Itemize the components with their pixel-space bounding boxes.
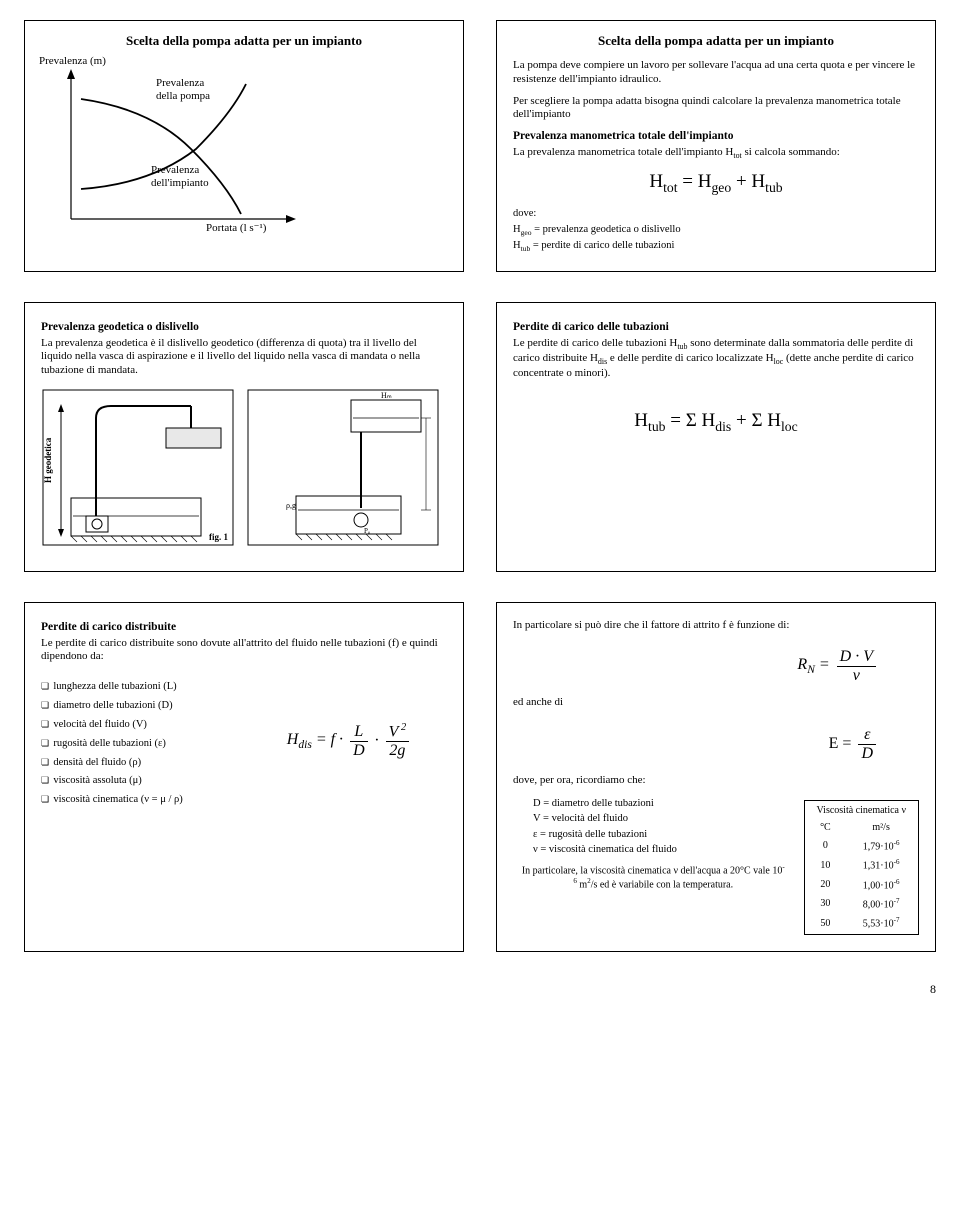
panel-pump-selection: Scelta della pompa adatta per un impiant… [496,20,936,272]
subheading: Perdite di carico delle tubazioni [513,321,919,333]
calc-text: Per scegliere la pompa adatta bisogna qu… [513,95,919,123]
subheading: Perdite di carico distribuite [41,621,447,633]
losses-text: Le perdite di carico delle tubazioni Htu… [513,337,919,381]
pump-curve-label: Prevalenzadella pompa [156,77,210,103]
formula-epsilon: Ε = εD [829,726,879,762]
and-also: ed anche di [513,696,919,710]
svg-text:ρ,g: ρ,g [286,501,296,510]
sum-text: La prevalenza manometrica totale dell'im… [513,146,919,161]
friction-text: In particolare si può dire che il fattor… [513,619,919,633]
svg-text:H geodetica: H geodetica [43,437,53,483]
formula-htub: Htub = Σ Hdis + Σ Hloc [513,410,919,435]
plant-curve-label: Prevalenzadell'impianto [151,164,209,190]
formula-htot: Htot = Hgeo + Htub [513,171,919,196]
panel-friction-factor: In particolare si può dire che il fattor… [496,602,936,952]
subheading: Prevalenza manometrica totale dell'impia… [513,130,919,142]
pump-fig-1: H geodetica [41,388,236,548]
formula-hdis: Hdis = f · LD · V 22g [252,722,447,760]
page-number: 8 [24,982,936,997]
x-axis-label: Portata (l s⁻¹) [206,221,266,234]
panel-title: Scelta della pompa adatta per un impiant… [41,33,447,49]
panel-geodetic: Prevalenza geodetica o dislivello La pre… [24,302,464,572]
subheading: Prevalenza geodetica o dislivello [41,321,447,333]
y-axis-label: Prevalenza (m) [39,55,106,67]
viscosity-table: Viscosità cinematica ν °Cm²/s 01,79·10-6… [804,800,919,935]
viscosity-note: In particolare, la viscosità cinematica … [513,863,794,892]
panel-pipe-losses: Perdite di carico delle tubazioni Le per… [496,302,936,572]
svg-text:fig. 1: fig. 1 [209,532,228,542]
panel-title: Scelta della pompa adatta per un impiant… [513,33,919,49]
svg-text:Hₘ: Hₘ [381,391,392,400]
geodetic-text: La prevalenza geodetica è il dislivello … [41,337,447,378]
definition-list: dove: Hgeo = prevalenza geodetica o disl… [513,206,919,255]
distributed-text: Le perdite di carico distribuite sono do… [41,637,447,665]
panel-distributed-losses: Perdite di carico distribuite Le perdite… [24,602,464,952]
pump-fig-2: Hₘ Pₐ ρ,g [246,388,441,548]
factors-list: lunghezza delle tubazioni (L) diametro d… [41,678,236,810]
intro-text: La pompa deve compiere un lavoro per sol… [513,59,919,87]
where-text: dove, per ora, ricordiamo che: [513,774,919,788]
formula-reynolds: RN = D · Vν [797,648,879,684]
panel-pump-chart: Scelta della pompa adatta per un impiant… [24,20,464,272]
svg-text:Pₐ: Pₐ [364,527,370,535]
figures-row: H geodetica [41,388,447,548]
